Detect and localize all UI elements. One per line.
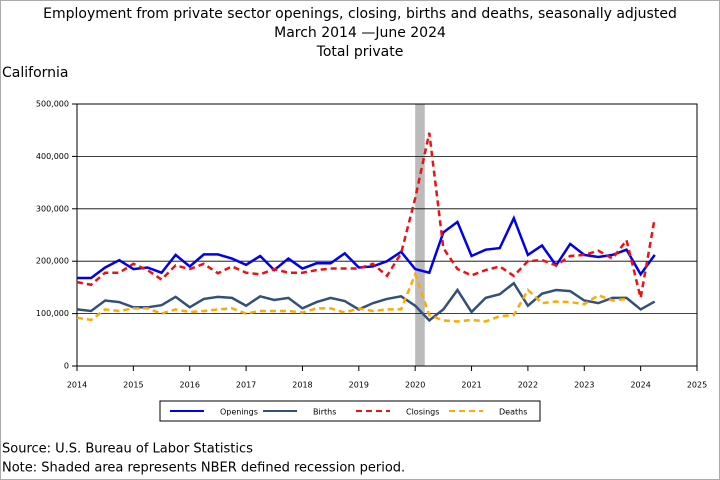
note: Note: Shaded area represents NBER define… [2,461,405,476]
chart-title: March 2014 —June 2024 [274,25,446,41]
x-tick-label: 2016 [180,381,200,390]
source-note: Source: U.S. Bureau of Labor Statistics [2,442,253,457]
series-line [76,270,627,323]
x-tick-label: 2017 [236,381,256,390]
y-tick-label: 300,000 [36,204,69,213]
x-tick-label: 2024 [630,381,650,390]
x-tick-label: 2022 [518,381,538,390]
y-tick-label: 100,000 [36,309,69,318]
y-tick-label: 0 [64,362,69,371]
series-line [76,132,656,299]
legend-box [159,400,541,422]
legend-label: Deaths [499,408,527,417]
x-tick-label: 2020 [405,381,425,390]
recession-shade [415,104,425,366]
series-line [76,281,656,323]
chart-title: Total private [316,44,404,60]
legend-label: Closings [406,408,439,417]
x-tick-label: 2018 [292,381,312,390]
chart-title: Employment from private sector openings,… [43,6,677,22]
chart-subtitle: California [2,65,68,81]
y-tick-label: 200,000 [36,257,69,266]
x-tick-label: 2019 [349,381,369,390]
x-tick-label: 2023 [574,381,594,390]
x-tick-label: 2025 [687,381,707,390]
x-tick-label: 2021 [461,381,481,390]
x-tick-label: 2015 [123,381,143,390]
y-tick-label: 500,000 [36,100,69,109]
legend-label: Births [313,408,336,417]
plot-area [76,103,698,367]
legend-label: Openings [220,408,258,417]
y-tick-label: 400,000 [36,152,69,161]
x-tick-label: 2014 [67,381,87,390]
